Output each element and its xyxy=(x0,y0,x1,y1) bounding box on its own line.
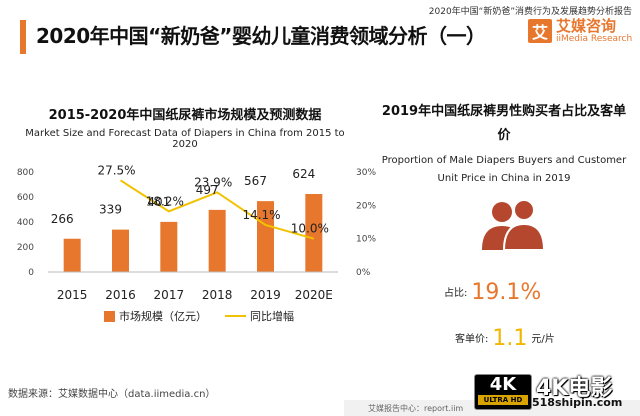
right-panel-subtitle: Proportion of Male Diapers Buyers and Cu… xyxy=(381,155,627,184)
bar xyxy=(63,238,81,272)
line-data-label: 27.5% xyxy=(97,163,135,177)
y-left-tick: 200 xyxy=(17,243,34,253)
x-tick-label: 2018 xyxy=(202,288,233,302)
ratio-label: 占比: xyxy=(444,288,468,299)
right-panel-title: 2019年中国纸尿裤男性购买者占比及客单价 xyxy=(381,104,627,143)
y-left-tick: 400 xyxy=(17,218,34,228)
y-left-tick: 0 xyxy=(28,268,34,278)
bar-data-label: 339 xyxy=(99,203,122,217)
watermark-badge: 4K ULTRA HD xyxy=(474,374,532,410)
bar-data-label: 497 xyxy=(196,183,219,197)
legend-bar-label: 市场规模（亿元） xyxy=(119,309,207,323)
legend-line-label: 同比增幅 xyxy=(250,309,294,323)
x-tick-label: 2015 xyxy=(57,288,88,302)
title-accent-bar xyxy=(20,20,26,54)
chart-subtitle: Market Size and Forecast Data of Diapers… xyxy=(25,128,345,150)
unit-price: 客单价: 1.1 元/片 xyxy=(455,326,555,351)
price-value: 1.1 xyxy=(492,326,528,351)
male-ratio: 占比: 19.1% xyxy=(444,280,541,305)
people-icon xyxy=(482,199,546,251)
price-label: 客单价: xyxy=(455,334,489,345)
y-right-tick: 10% xyxy=(356,235,376,245)
line-data-label: 14.1% xyxy=(242,208,280,222)
watermark-site: 518shipin.com xyxy=(532,396,623,409)
logo-en: iiMedia Research xyxy=(556,33,633,44)
ratio-value: 19.1% xyxy=(471,280,542,305)
bar xyxy=(257,201,274,272)
page-title: 2020年中国“新奶爸”婴幼儿童消费领域分析（一） xyxy=(36,24,486,48)
legend-bar-swatch xyxy=(104,311,115,322)
report-center-note: 艾媒报告中心：report.iim xyxy=(368,404,464,413)
logo-mark: 艾 xyxy=(528,19,552,44)
x-tick-label: 2016 xyxy=(105,288,136,302)
report-name: 2020年中国“新奶爸”消费行为及发展趋势分析报告 xyxy=(428,7,632,17)
y-right-tick: 0% xyxy=(356,268,371,278)
y-right-tick: 20% xyxy=(356,201,376,211)
logo-cn: 艾媒咨询 xyxy=(556,17,617,35)
bar-data-label: 624 xyxy=(292,167,315,181)
y-left-tick: 600 xyxy=(17,193,34,203)
watermark-brand: 4K电影 xyxy=(536,376,613,401)
x-tick-label: 2017 xyxy=(154,288,185,302)
iimedia-logo: 艾 艾媒咨询 iiMedia Research xyxy=(528,18,632,44)
x-tick-label: 2020E xyxy=(295,288,333,302)
data-source: 数据来源：艾媒数据中心（data.iimedia.cn） xyxy=(8,389,216,400)
x-tick-label: 2019 xyxy=(250,288,281,302)
growth-line xyxy=(119,179,315,240)
line-data-label: 23.9% xyxy=(194,175,232,189)
bar-data-label: 266 xyxy=(51,212,74,226)
bar-data-label: 401 xyxy=(147,195,170,209)
chart-title: 2015-2020年中国纸尿裤市场规模及预测数据 xyxy=(48,108,322,123)
bar xyxy=(112,229,129,272)
line-data-label: 10.0% xyxy=(291,222,329,236)
y-left-tick: 800 xyxy=(17,168,34,178)
bar xyxy=(305,194,323,272)
bar xyxy=(160,221,178,272)
price-unit: 元/片 xyxy=(531,334,555,345)
bar xyxy=(208,209,226,272)
bar-data-label: 567 xyxy=(244,174,267,188)
market-size-chart: 0 200 400 600 800 0% 10% 20% 30% 266 339 401 497 567 6… xyxy=(17,163,377,323)
watermark-badge-bottom: ULTRA HD xyxy=(478,395,528,405)
line-data-label: 18.2% xyxy=(146,194,184,208)
watermark-badge-top: 4K xyxy=(489,374,517,395)
y-right-tick: 30% xyxy=(356,168,376,178)
logo-text: 艾媒咨询 iiMedia Research xyxy=(556,18,632,44)
